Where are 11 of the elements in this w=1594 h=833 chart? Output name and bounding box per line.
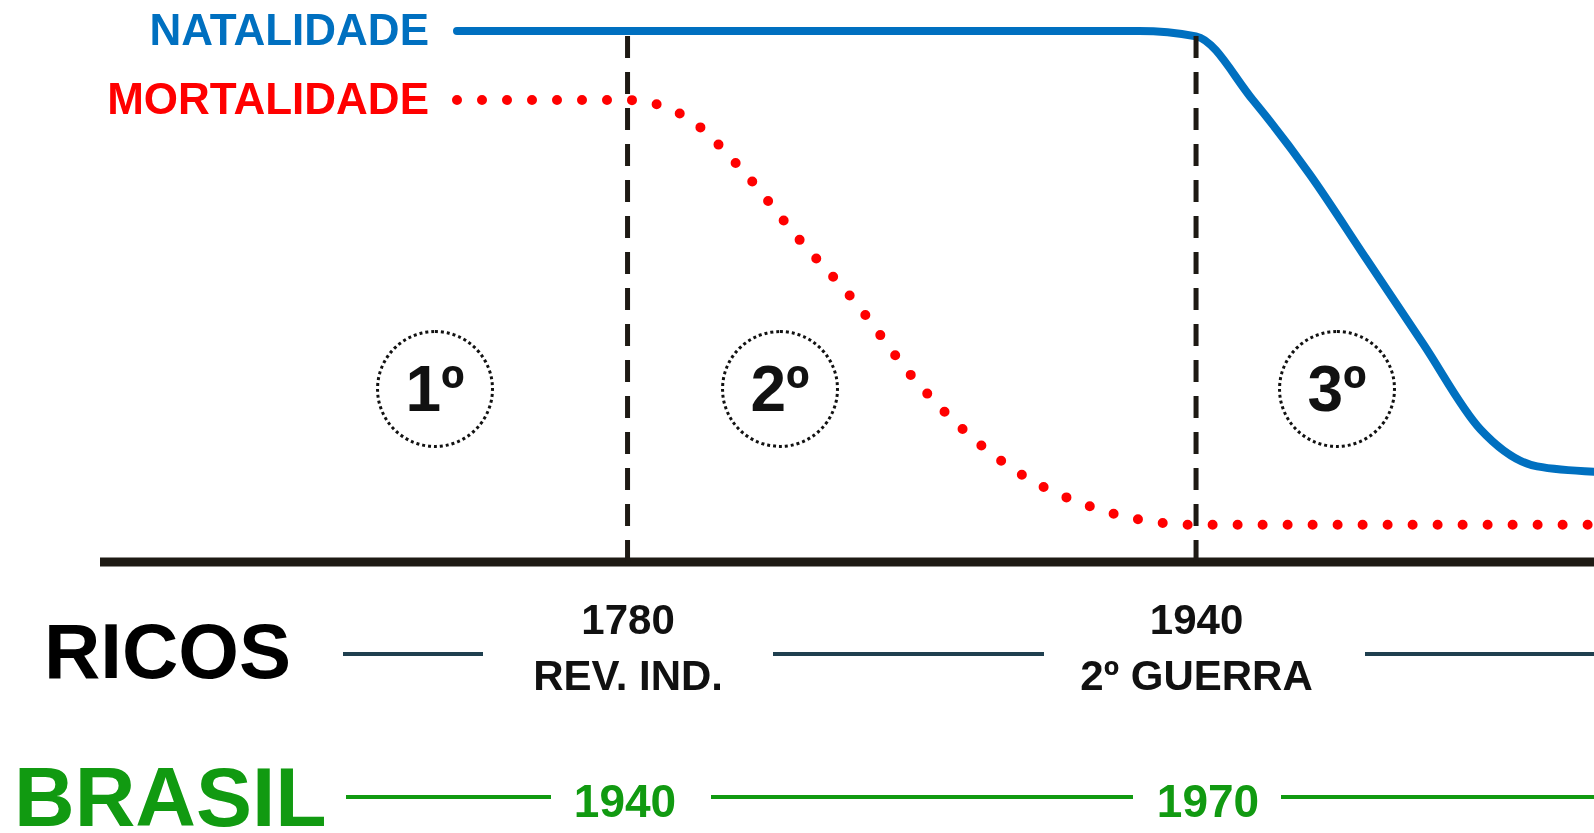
series-label: MORTALIDADE bbox=[107, 74, 429, 124]
x-tick-label: 1780 REV. IND. bbox=[533, 595, 723, 699]
annotation: 1º bbox=[404, 353, 466, 425]
series-label: NATALIDADE bbox=[149, 5, 429, 54]
text: 1940 bbox=[572, 775, 678, 827]
text: RICOS bbox=[44, 607, 292, 695]
text: 1970 bbox=[1155, 775, 1261, 827]
annotation: 3º bbox=[1306, 353, 1368, 425]
text: BRASIL bbox=[14, 750, 327, 833]
x-tick-label: 1940 2º GUERRA bbox=[1080, 595, 1313, 699]
annotation: 2º bbox=[749, 353, 811, 425]
